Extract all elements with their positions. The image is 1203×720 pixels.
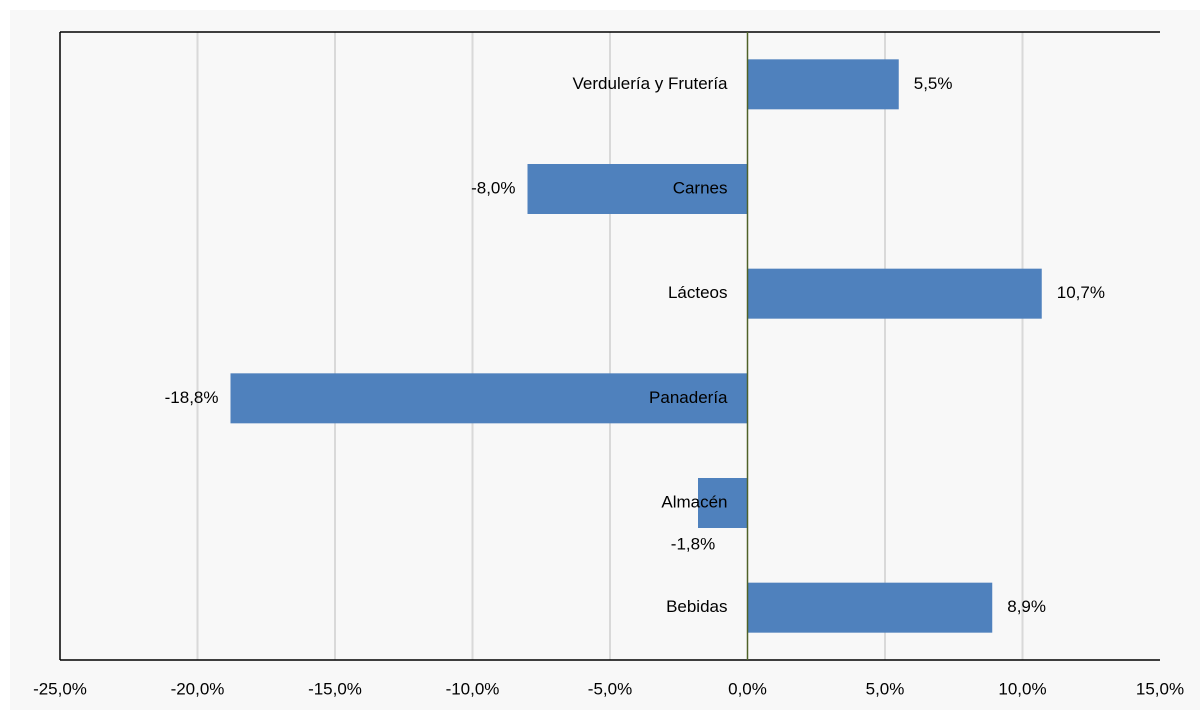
bar bbox=[747, 59, 899, 110]
value-label: 8,9% bbox=[1007, 597, 1046, 616]
x-tick-label: 15,0% bbox=[1136, 679, 1184, 698]
x-tick-label: -25,0% bbox=[33, 679, 87, 698]
category-label: Verdulería y Frutería bbox=[573, 74, 729, 93]
x-tick-label: 10,0% bbox=[998, 679, 1046, 698]
value-label: 5,5% bbox=[914, 74, 953, 93]
bar bbox=[747, 268, 1042, 319]
bar bbox=[698, 478, 748, 528]
value-label: -8,0% bbox=[471, 178, 515, 197]
x-tick-label: -5,0% bbox=[588, 679, 632, 698]
value-label: -1,8% bbox=[671, 534, 715, 553]
category-label: Lácteos bbox=[668, 283, 728, 302]
x-tick-label: -15,0% bbox=[308, 679, 362, 698]
category-label: Carnes bbox=[673, 178, 728, 197]
bar bbox=[527, 164, 748, 214]
bar bbox=[747, 582, 993, 633]
category-label: Almacén bbox=[661, 492, 727, 511]
x-tick-label: 0,0% bbox=[728, 679, 767, 698]
x-tick-label: -20,0% bbox=[171, 679, 225, 698]
value-label: -18,8% bbox=[165, 388, 219, 407]
x-tick-label: -10,0% bbox=[446, 679, 500, 698]
x-tick-label: 5,0% bbox=[866, 679, 905, 698]
background bbox=[10, 10, 1200, 710]
category-label: Panadería bbox=[649, 388, 728, 407]
category-label: Bebidas bbox=[666, 597, 727, 616]
value-label: 10,7% bbox=[1057, 283, 1105, 302]
bar bbox=[230, 373, 748, 424]
